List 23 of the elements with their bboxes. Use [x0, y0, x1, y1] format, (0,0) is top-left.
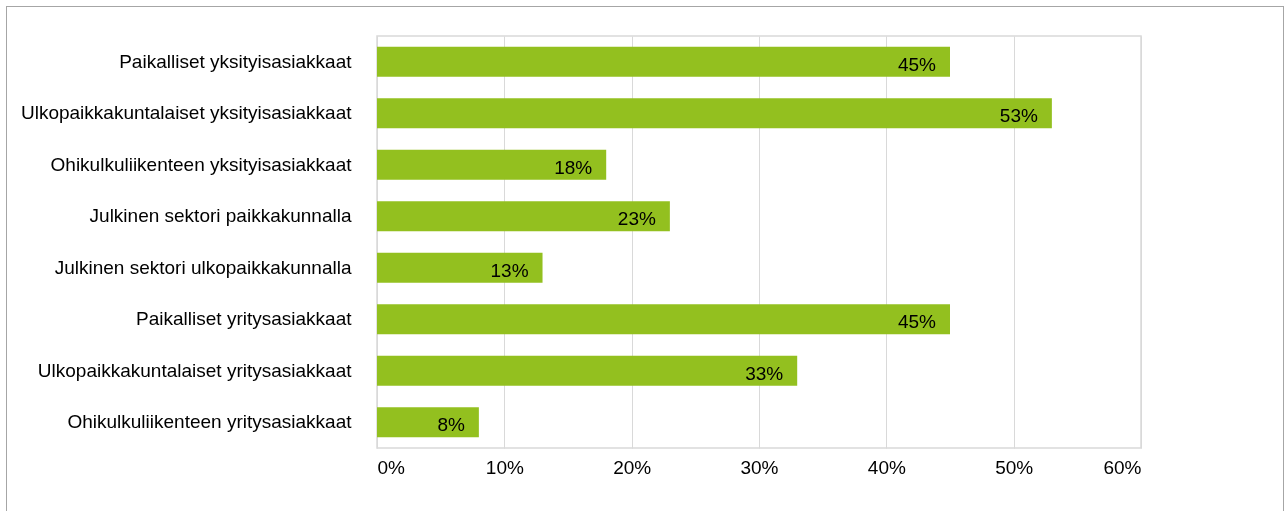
x-tick-label: 0% — [377, 456, 406, 478]
y-tick-label: Ohikulkuliikenteen yksityisasiakkaat — [50, 153, 353, 175]
x-tick-label: 50% — [995, 456, 1034, 478]
x-tick-label: 20% — [613, 456, 652, 478]
data-label: 45% — [897, 53, 937, 75]
y-tick-label: Julkinen sektori paikkakunnalla — [89, 205, 352, 227]
x-tick-label: 10% — [485, 456, 524, 478]
x-tick-label: 30% — [740, 456, 779, 478]
data-label: 8% — [437, 414, 465, 436]
y-tick-label: Ulkopaikkakuntalaiset yksityisasiakkaat — [20, 102, 353, 124]
x-tick-label: 60% — [1103, 456, 1142, 478]
y-tick-label: Ulkopaikkakuntalaiset yritysasiakkaat — [37, 359, 353, 381]
data-label: 23% — [617, 208, 656, 230]
data-label: 33% — [745, 362, 784, 384]
data-label: 45% — [897, 311, 937, 333]
y-tick-label: Paikalliset yritysasiakkaat — [136, 308, 353, 330]
y-tick-label: Julkinen sektori ulkopaikkakunnalla — [54, 256, 352, 278]
data-label: 53% — [999, 105, 1038, 127]
y-tick-label: Paikalliset yksityisasiakkaat — [119, 50, 353, 72]
x-tick-label: 40% — [867, 456, 906, 478]
y-tick-label: Ohikulkuliikenteen yritysasiakkaat — [67, 411, 353, 433]
data-label: 13% — [490, 259, 529, 281]
data-label: 18% — [554, 156, 593, 178]
